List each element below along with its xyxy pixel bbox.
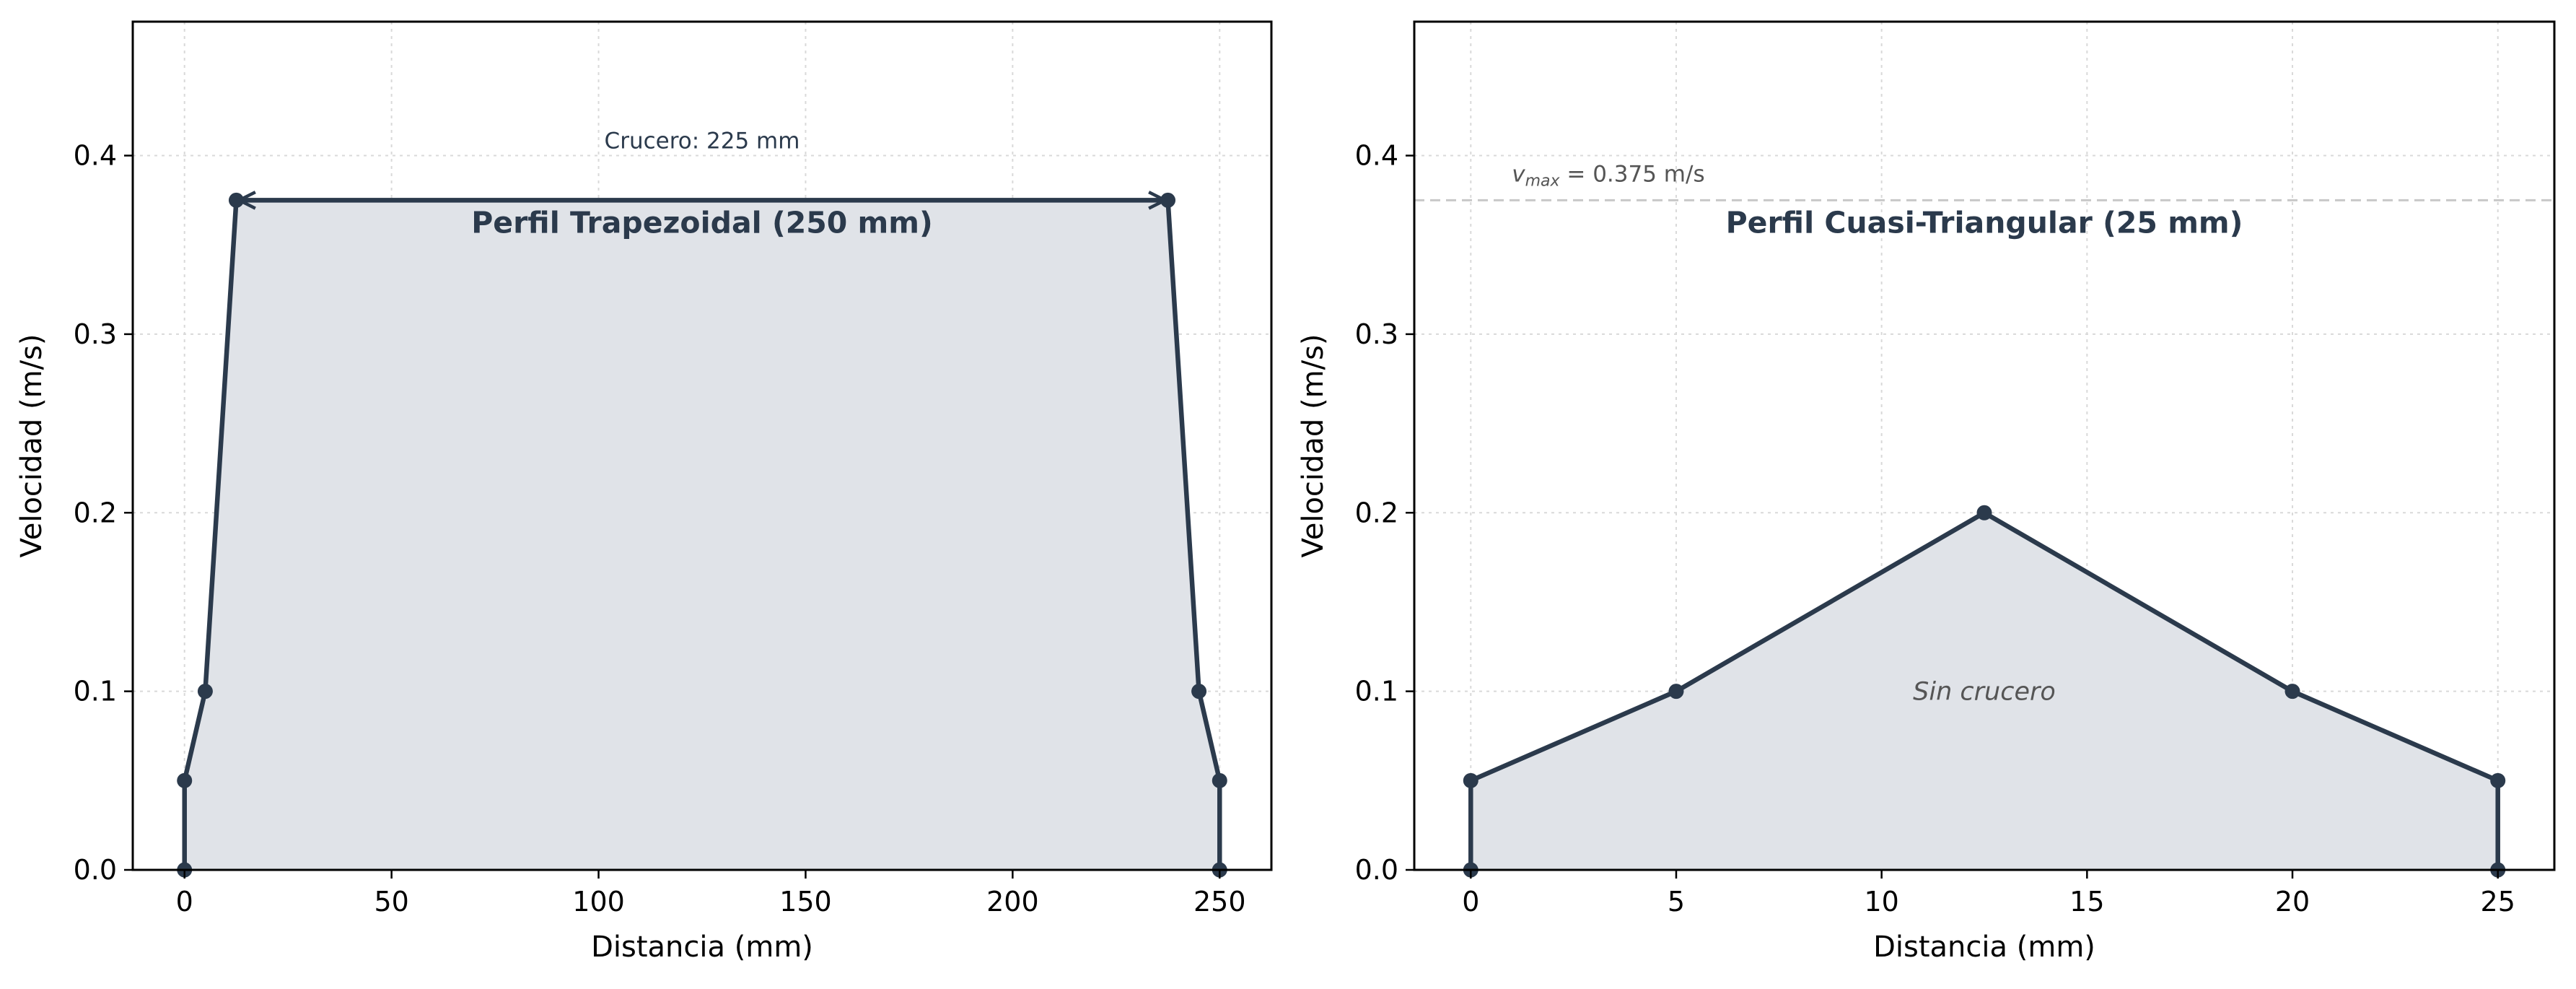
no-cruise-annotation: Sin crucero (1913, 678, 2056, 707)
tri-axes-frame (1413, 20, 2556, 871)
x-tick-label: 25 (2481, 886, 2515, 918)
tri-chart-title: Perfil Cuasi-Triangular (25 mm) (1726, 205, 2243, 240)
y-tick-label: 0.4 (1355, 140, 1398, 172)
tri-y-axis-label: Velocidad (m/s) (1297, 334, 1330, 557)
y-tick-label: 0.0 (1355, 854, 1398, 886)
x-tick-label: 15 (2069, 886, 2104, 918)
cruise-annotation: Crucero: 225 mm (605, 128, 800, 154)
vmax-label: vmax = 0.375 m/s (1512, 161, 1704, 190)
trap-panel: Crucero: 225 mm Perfil Trapezoidal (250 m… (15, 20, 1273, 964)
trap-y-axis-label: Velocidad (m/s) (15, 334, 48, 557)
data-point (177, 772, 193, 788)
y-tick-label: 0.2 (1355, 497, 1398, 528)
tri-panel: vmax = 0.375 m/s Sin crucero Perfil Cuasi-… (1297, 20, 2556, 964)
y-tick-label: 0.4 (74, 140, 117, 172)
data-point (2490, 772, 2506, 788)
y-tick-label: 0.1 (1355, 676, 1398, 707)
y-tick-label: 0.3 (1355, 318, 1398, 350)
x-tick-label: 10 (1864, 886, 1898, 918)
x-tick-label: 5 (1668, 886, 1685, 918)
x-tick-label: 150 (779, 886, 832, 918)
x-tick-label: 20 (2275, 886, 2310, 918)
x-tick-label: 50 (374, 886, 408, 918)
trap-area-fill (184, 200, 1220, 870)
y-tick-label: 0.0 (74, 854, 117, 886)
data-point (197, 684, 213, 700)
x-tick-label: 250 (1193, 886, 1246, 918)
x-tick-label: 200 (986, 886, 1039, 918)
data-point (1976, 505, 1992, 520)
trap-x-axis-label: Distancia (mm) (591, 931, 813, 964)
x-tick-label: 100 (572, 886, 625, 918)
trap-axes-frame (131, 20, 1273, 871)
data-point (1668, 684, 1684, 700)
tri-area-fill (1471, 513, 2498, 870)
data-point (2284, 684, 2300, 700)
data-point (1463, 772, 1478, 788)
tri-x-axis-label: Distancia (mm) (1873, 931, 2095, 964)
data-point (1212, 772, 1227, 788)
x-tick-label: 0 (176, 886, 193, 918)
data-point (1191, 684, 1207, 700)
trap-chart-title: Perfil Trapezoidal (250 mm) (471, 205, 933, 240)
x-tick-label: 0 (1462, 886, 1479, 918)
y-tick-label: 0.2 (74, 497, 117, 528)
y-tick-label: 0.1 (74, 676, 117, 707)
y-tick-label: 0.3 (74, 318, 117, 350)
